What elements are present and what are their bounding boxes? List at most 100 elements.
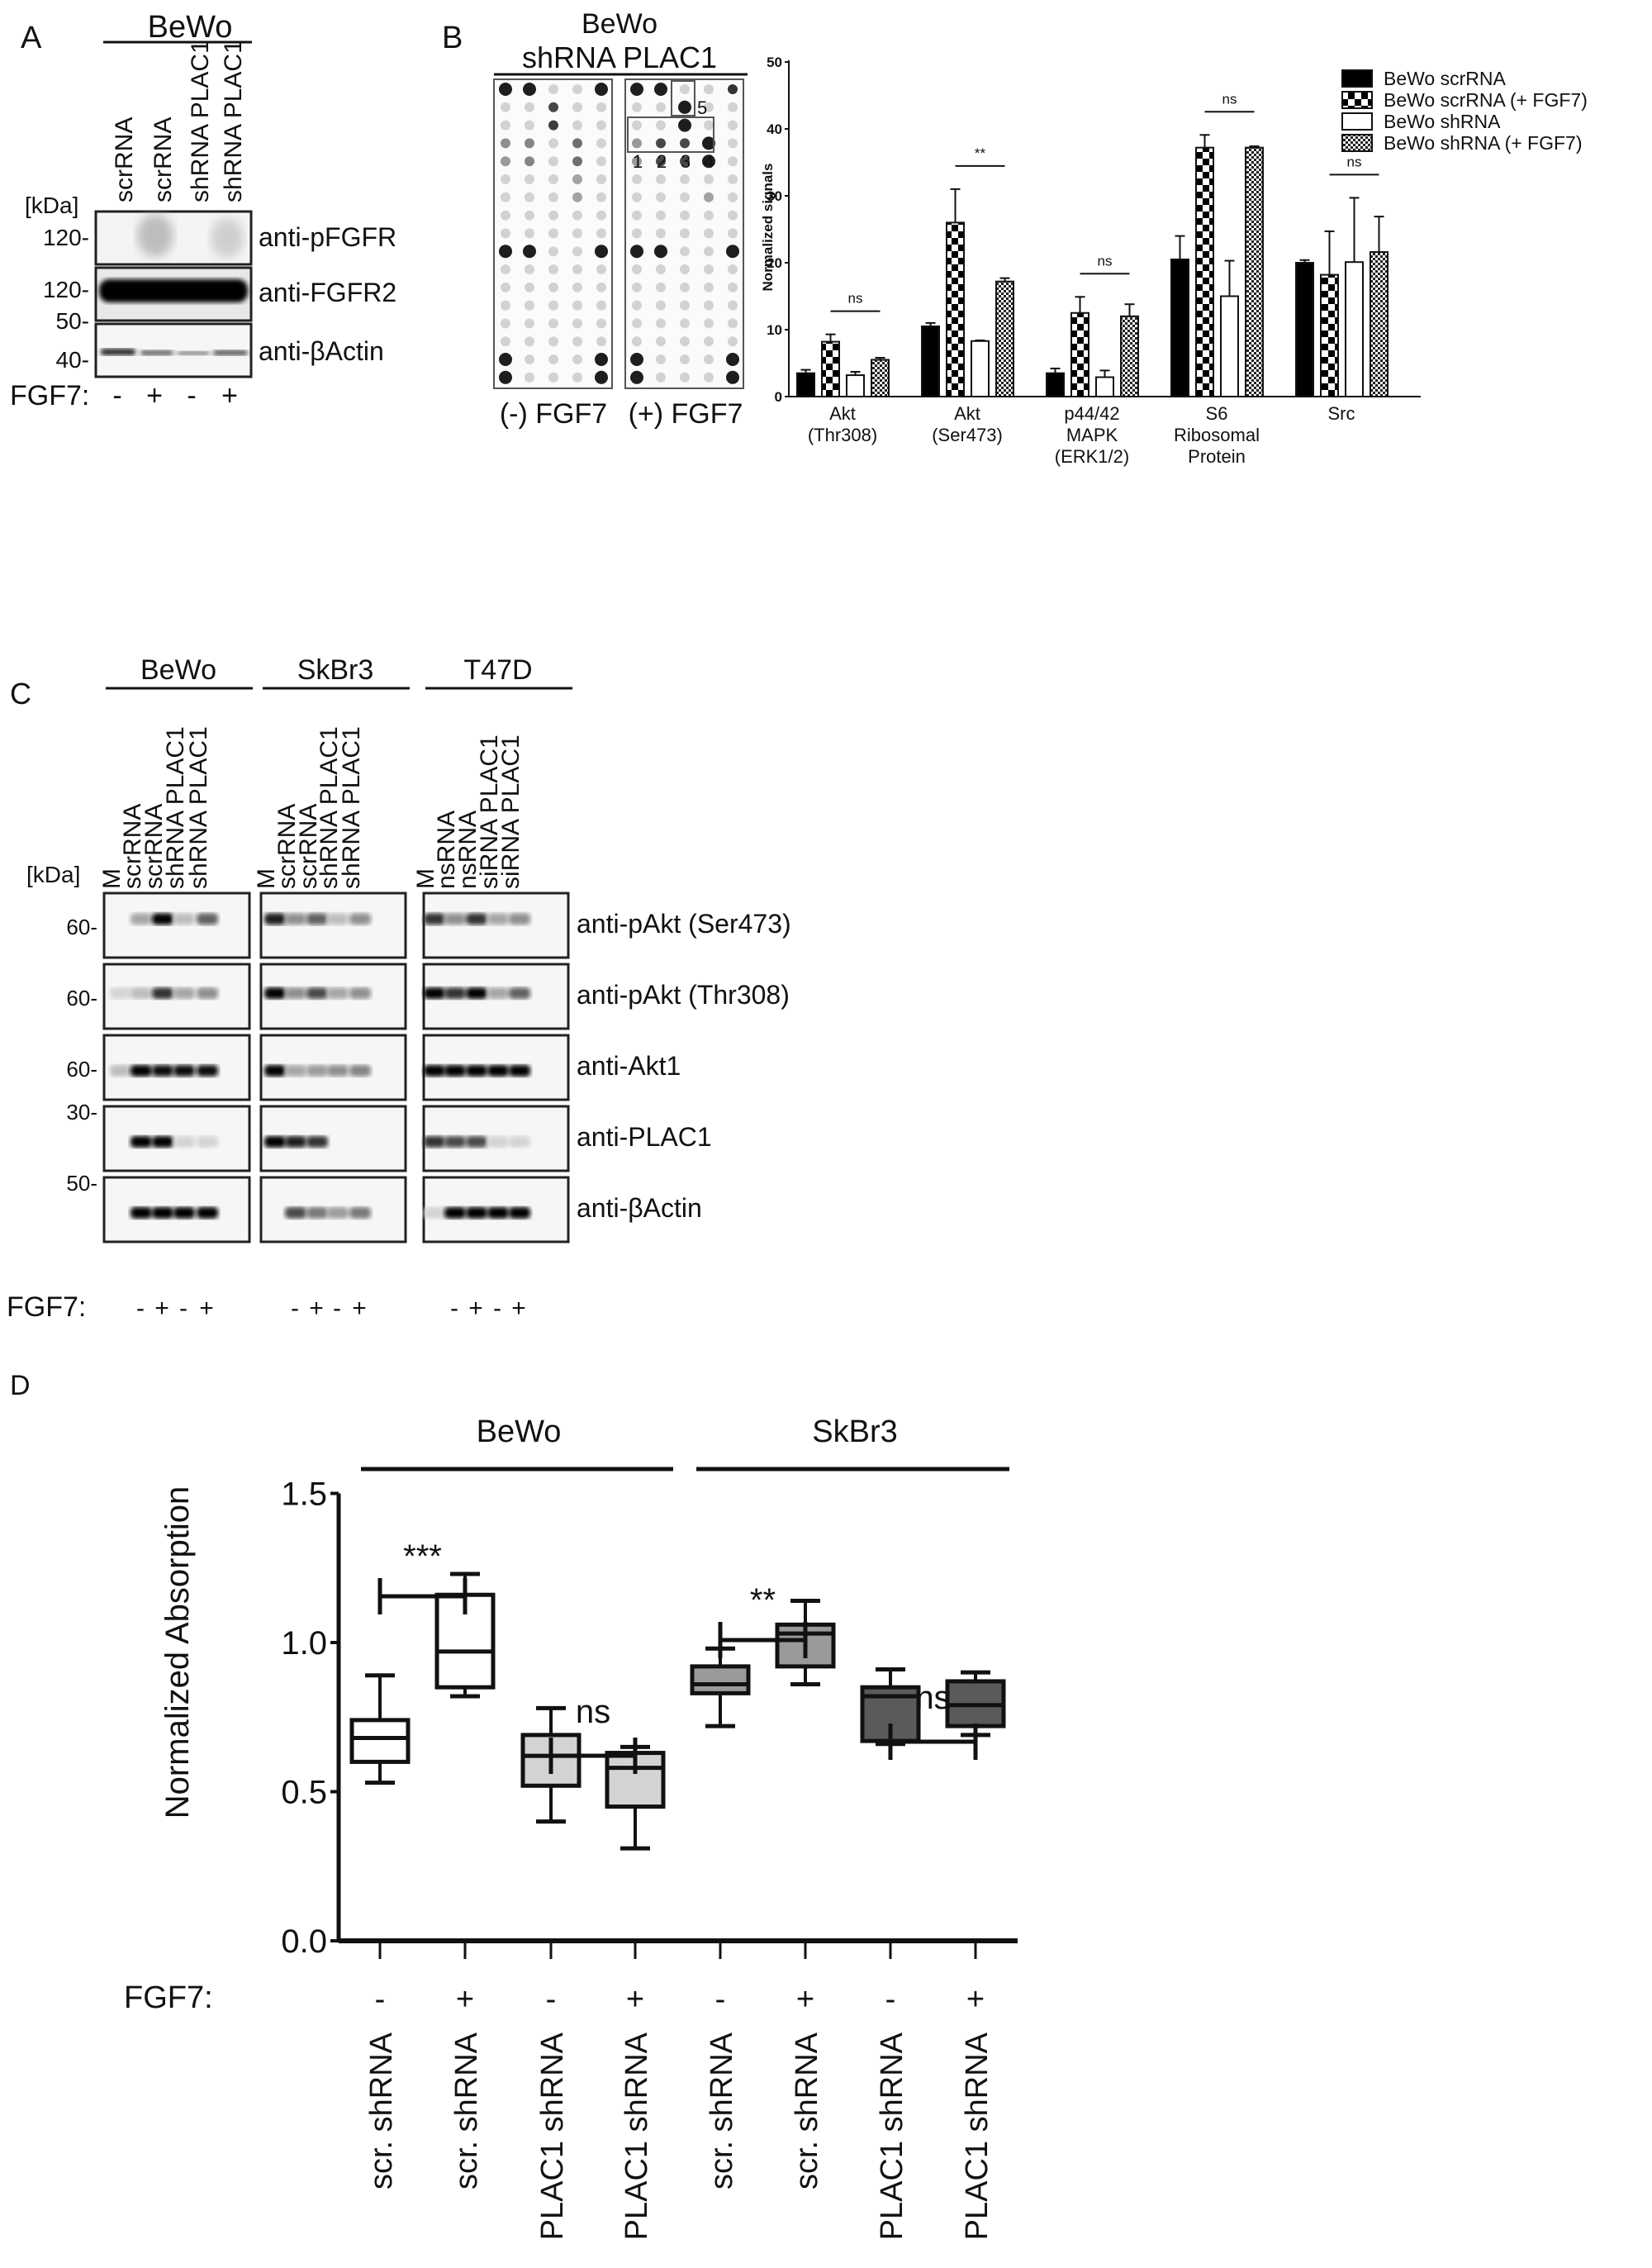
fgf7-sign: - xyxy=(546,1982,557,2017)
bar xyxy=(1320,273,1339,397)
array-label-minus: (-) FGF7 xyxy=(500,398,607,430)
dot-spot xyxy=(572,336,582,347)
group-header: SkBr3 xyxy=(812,1415,897,1449)
lane-label: shRNA PLAC1 xyxy=(220,40,247,202)
category-label: Protein xyxy=(1188,446,1246,467)
dot-spot xyxy=(548,336,558,347)
blot-band xyxy=(487,1135,509,1148)
blot-band xyxy=(173,913,195,925)
dot-spot xyxy=(680,228,690,239)
dot-spot xyxy=(726,353,739,366)
dot-spot xyxy=(548,156,558,167)
blot-band xyxy=(487,913,509,925)
dot-spot xyxy=(595,83,608,96)
dot-spot xyxy=(632,336,642,347)
lane-label: scrRNA xyxy=(119,804,146,889)
dot-spot xyxy=(501,156,510,167)
blot-label: anti-βActin xyxy=(577,1193,702,1223)
blot-band xyxy=(487,987,509,1000)
dot-spot xyxy=(501,138,510,149)
dot-spot xyxy=(656,354,666,364)
blot-band xyxy=(173,1206,195,1219)
dot-spot xyxy=(525,318,534,329)
dot-spot xyxy=(632,318,642,329)
dot-spot xyxy=(728,264,738,274)
dot-spot xyxy=(595,370,608,384)
box-number-2: 2 xyxy=(657,151,667,172)
dot-spot xyxy=(704,282,714,292)
y-tick-label: 20 xyxy=(767,255,782,271)
dot-spot xyxy=(704,300,714,311)
dot-spot xyxy=(499,370,512,384)
fgf7-sign: - xyxy=(715,1982,726,2017)
dot-spot xyxy=(596,228,606,239)
dot-spot xyxy=(702,136,715,150)
dot-spot xyxy=(501,192,510,202)
blot-band xyxy=(285,1135,306,1148)
panel-c-fgf7-label: FGF7: xyxy=(7,1291,86,1323)
blot-fgfr2 xyxy=(94,266,253,322)
dot-spot xyxy=(548,138,558,149)
blot-band xyxy=(487,1206,509,1219)
dot-spot xyxy=(704,120,714,131)
blot-label: anti-pAkt (Ser473) xyxy=(577,909,791,939)
blot-band xyxy=(173,1135,195,1148)
y-tick-label: 10 xyxy=(767,322,782,338)
dot-spot xyxy=(525,120,534,131)
dot-spot xyxy=(630,245,643,259)
box-number-4: 4 xyxy=(704,151,714,172)
dot-spot xyxy=(656,372,666,383)
blot-band xyxy=(349,1064,371,1077)
blot-band xyxy=(466,1206,487,1219)
dot-spot xyxy=(572,318,582,329)
category-label: (Thr308) xyxy=(808,425,877,445)
dot-spot xyxy=(656,300,666,311)
blot-band xyxy=(152,1135,173,1148)
blot-band xyxy=(349,1206,371,1219)
blot-band xyxy=(197,1135,218,1148)
dot-spot xyxy=(728,318,738,329)
category-label: Ribosomal xyxy=(1174,425,1260,445)
panel-d-box-plot: D Normalized Absorption FGF7: BeWo SkBr3 0… xyxy=(10,1370,1018,2240)
dot-spot xyxy=(548,228,558,239)
legend-swatch xyxy=(1341,112,1373,131)
dot-spot xyxy=(632,192,642,202)
blot-band xyxy=(424,913,445,925)
fgf7-sign: + xyxy=(352,1295,367,1322)
dot-spot xyxy=(572,372,582,383)
blot-band xyxy=(264,1135,286,1148)
dot-spot xyxy=(632,174,642,184)
lane-label: scrRNA xyxy=(150,117,177,202)
panel-b-title-line1: BeWo xyxy=(582,8,657,40)
dot-spot xyxy=(680,174,690,184)
dot-spot xyxy=(572,156,582,167)
box-number-1: 1 xyxy=(633,151,643,172)
dot-spot xyxy=(680,282,690,292)
dot-spot xyxy=(654,245,667,259)
dot-spot xyxy=(632,282,642,292)
blot-band xyxy=(152,1206,173,1219)
fgf7-sign: + xyxy=(456,1982,474,2017)
category-label: (Ser473) xyxy=(932,425,1003,445)
fgf7-sign: - xyxy=(493,1295,501,1322)
blot-band xyxy=(444,913,466,925)
blot-band xyxy=(131,1206,152,1219)
highlight-box-5 xyxy=(671,80,695,116)
panel-letter-b: B xyxy=(442,21,463,55)
dot-spot xyxy=(728,156,738,167)
blot-label-a-1: anti-FGFR2 xyxy=(259,278,396,307)
blot-label: anti-Akt1 xyxy=(577,1051,681,1081)
dot-spot xyxy=(680,192,690,202)
blot-band xyxy=(173,987,195,1000)
blot-band xyxy=(487,1064,509,1077)
fgf7-sign: + xyxy=(309,1295,324,1322)
dot-spot xyxy=(728,102,738,112)
dot-spot xyxy=(501,174,510,184)
dot-spot xyxy=(572,210,582,221)
lane-label: nsRNA xyxy=(433,811,460,889)
panel-b-title-line2: shRNA PLAC1 xyxy=(522,40,717,74)
fgf7-sign: - xyxy=(885,1982,896,2017)
dot-spot xyxy=(525,354,534,364)
blot-band xyxy=(306,913,328,925)
dot-spot xyxy=(704,246,714,257)
